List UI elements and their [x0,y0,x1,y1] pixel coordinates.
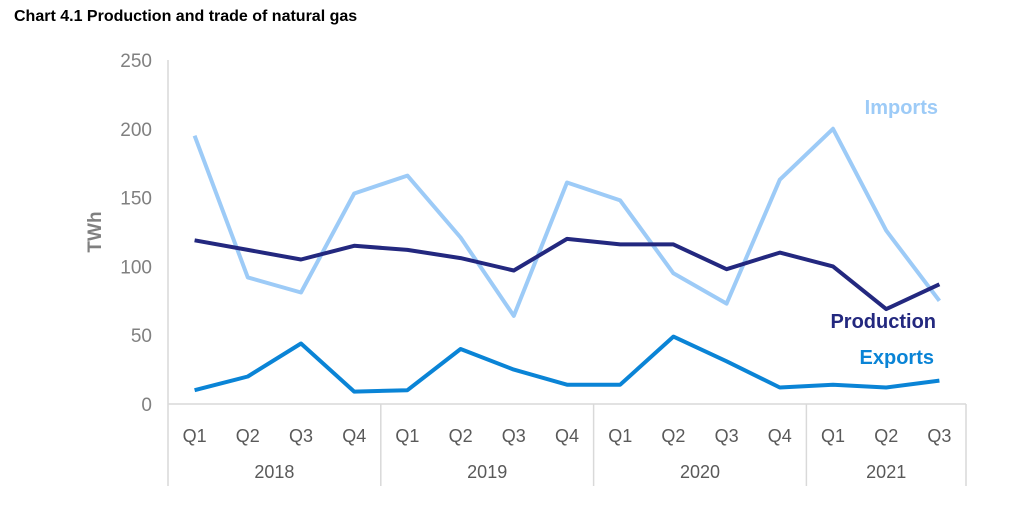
y-tick-label: 100 [120,257,152,278]
year-label: 2020 [680,462,720,482]
quarter-label: Q3 [502,426,526,446]
chart-title: Chart 4.1 Production and trade of natura… [14,8,358,25]
series-line-exports [194,334,940,394]
quarter-label: Q4 [555,426,579,446]
y-tick-label: 150 [120,189,152,210]
series-line-production [194,236,941,312]
year-label: 2018 [254,462,294,482]
quarter-label: Q1 [608,426,632,446]
y-tick-labels: 0 50 100 150 200 250 [120,51,152,416]
year-label: 2019 [467,462,507,482]
y-tick-label: 250 [120,51,152,72]
quarter-label: Q2 [874,426,898,446]
legend-label-exports: Exports [860,347,934,369]
series-lines [192,126,941,394]
y-axis-label: TWh [85,211,106,252]
series-line-imports [192,126,941,318]
quarter-label: Q1 [821,426,845,446]
y-tick-label: 0 [141,395,152,416]
quarter-label: Q3 [289,426,313,446]
y-tick-label: 200 [120,120,152,141]
year-label: 2021 [866,462,906,482]
quarter-label: Q4 [342,426,366,446]
x-tick-labels: 2018 2019 2020 2021 Q1 Q2 Q3 Q4 Q1 Q2 Q3 Q4 Q1 Q2 Q3 Q4… [183,426,952,482]
axes [167,60,967,486]
quarter-label: Q1 [183,426,207,446]
quarter-label: Q3 [715,426,739,446]
legend-label-production: Production [830,311,936,333]
quarter-label: Q2 [449,426,473,446]
quarter-label: Q2 [236,426,260,446]
quarter-label: Q4 [768,426,792,446]
y-tick-label: 50 [131,326,152,347]
quarter-label: Q2 [661,426,685,446]
quarter-label: Q1 [395,426,419,446]
quarter-label: Q3 [927,426,951,446]
legend-label-imports: Imports [865,97,938,119]
